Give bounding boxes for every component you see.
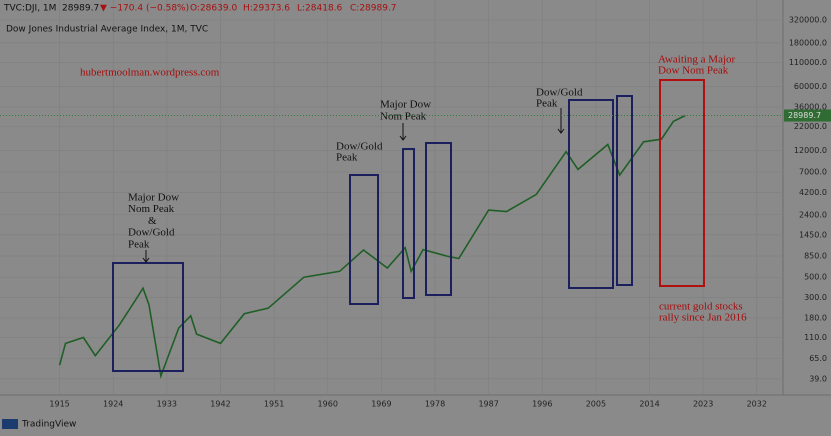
- arrow: [399, 123, 407, 141]
- header-close: C:28989.7: [350, 4, 397, 14]
- y-tick-label: 110000.0: [789, 58, 827, 67]
- y-tick-label: 60000.0: [794, 82, 827, 91]
- header-low: L:28418.6: [297, 4, 343, 14]
- y-tick-label: 2400.0: [799, 210, 827, 219]
- annotation: Dow/Gold: [128, 227, 175, 239]
- range-box: [402, 148, 415, 299]
- x-tick-label: 1933: [157, 400, 177, 409]
- x-tick-label: 2014: [639, 400, 659, 409]
- x-tick-label: 2005: [586, 400, 606, 409]
- y-tick-label: 65.0: [809, 354, 827, 363]
- y-tick-label: 180000.0: [789, 38, 827, 47]
- plot: [58, 114, 686, 379]
- y-tick-label: 7000.0: [799, 168, 827, 177]
- chart-title: Dow Jones Industrial Average Index, 1M, …: [6, 25, 208, 35]
- y-tick-label: 110.0: [804, 333, 827, 342]
- y-tick-label: 22000.0: [794, 122, 827, 131]
- header-symbol: TVC:DJI, 1M: [3, 4, 56, 14]
- x-tick-label: 1996: [532, 400, 552, 409]
- last-price-label: 28989.7: [788, 111, 821, 120]
- x-tick-label: 1969: [371, 400, 391, 409]
- annotation: Awaiting a Major: [658, 54, 736, 66]
- annotation: Nom Peak: [380, 111, 427, 123]
- y-tick-label: 180.0: [804, 313, 827, 322]
- grid: [0, 0, 783, 395]
- x-tick-label: 1978: [425, 400, 445, 409]
- brand-logo: [2, 419, 18, 429]
- header-open: O:28639.0: [190, 4, 237, 14]
- y-tick-label: 300.0: [804, 293, 827, 302]
- x-tick-label: 1924: [103, 400, 123, 409]
- watermark: hubertmoolman.wordpress.com: [80, 67, 220, 79]
- y-tick-label: 4200.0: [799, 188, 827, 197]
- header-high: H:29373.6: [243, 4, 290, 14]
- y-tick-label: 320000.0: [789, 15, 827, 24]
- range-box: [568, 99, 614, 289]
- brand: TradingView: [21, 420, 76, 430]
- header-last: 28989.7: [62, 4, 99, 14]
- x-tick-label: 1960: [318, 400, 338, 409]
- y-tick-label: 36000.0: [794, 102, 827, 111]
- y-tick-label: 500.0: [804, 273, 827, 282]
- x-tick-label: 1915: [49, 400, 69, 409]
- annotation: &: [148, 215, 157, 227]
- x-tick-label: 2023: [693, 400, 713, 409]
- annotation: Dow/Gold: [336, 141, 383, 153]
- annotation: Major Dow: [128, 192, 179, 204]
- annotation: Nom Peak: [128, 203, 175, 215]
- annotation: Peak: [536, 98, 558, 110]
- arrow: [142, 250, 150, 263]
- x-tick-label: 1987: [478, 400, 498, 409]
- y-tick-label: 1450.0: [799, 230, 827, 239]
- range-box-red: [659, 79, 705, 287]
- x-tick-label: 2032: [747, 400, 767, 409]
- range-box: [112, 262, 184, 372]
- annotation: Peak: [128, 238, 150, 250]
- annotation: Dow/Gold: [536, 87, 583, 99]
- range-box: [349, 174, 379, 305]
- annotation: Dow Nom Peak: [658, 65, 729, 77]
- header-change: ▼ −170.4 (−0.58%): [100, 4, 189, 14]
- range-box: [616, 95, 633, 286]
- y-tick-label: 39.0: [809, 374, 827, 383]
- y-tick-label: 12000.0: [794, 146, 827, 155]
- annotation: Major Dow: [380, 99, 431, 111]
- arrow: [557, 108, 565, 134]
- annotation: current gold stocks: [659, 301, 743, 313]
- last-price-tag: [784, 109, 831, 122]
- range-box: [425, 142, 452, 296]
- annotation: Peak: [336, 152, 358, 164]
- annotation: rally since Jan 2016: [659, 312, 747, 324]
- x-tick-label: 1951: [264, 400, 284, 409]
- y-tick-label: 850.0: [804, 252, 827, 261]
- price-line: [58, 114, 686, 379]
- x-tick-label: 1942: [210, 400, 230, 409]
